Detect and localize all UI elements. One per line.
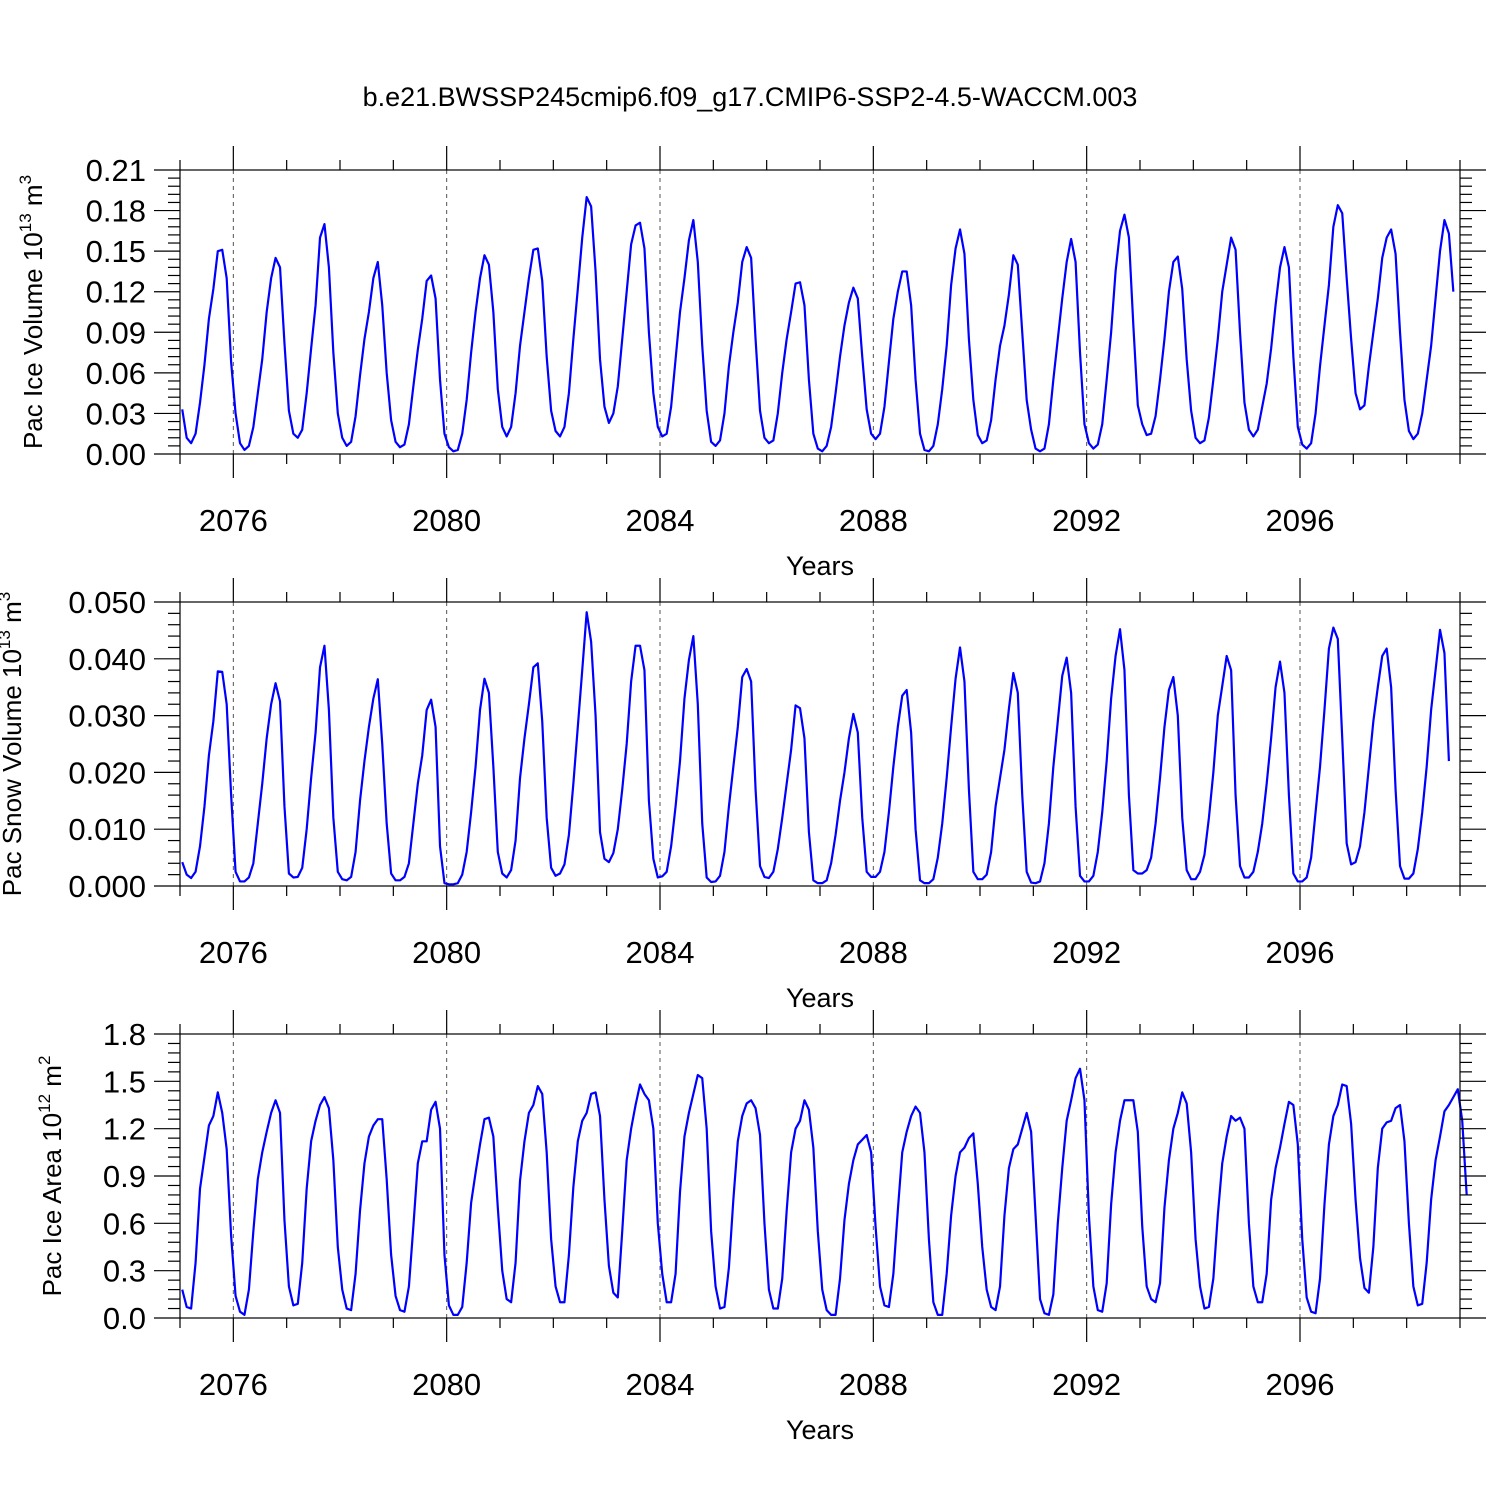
y-tick-label: 1.8	[103, 1017, 146, 1052]
y-tick-label: 0.030	[68, 699, 146, 734]
y-tick-label: 0.3	[103, 1254, 146, 1289]
y-tick-label: 0.00	[86, 437, 146, 472]
y-tick-label: 0.15	[86, 234, 146, 269]
x-tick-label: 2080	[412, 935, 481, 970]
series-line	[181, 195, 1455, 453]
y-tick-label: 1.5	[103, 1064, 146, 1099]
x-tick-label: 2080	[412, 1367, 481, 1402]
y-tick-label: 1.2	[103, 1112, 146, 1147]
y-axis-label: Pac Snow Volume 1013 m3	[0, 592, 27, 896]
y-tick-label: 0.12	[86, 275, 146, 310]
y-tick-label: 0.09	[86, 315, 146, 350]
series-line	[181, 611, 1451, 886]
series-line	[181, 1067, 1468, 1316]
x-tick-label: 2076	[199, 1367, 268, 1402]
y-tick-label: 0.050	[68, 585, 146, 620]
x-tick-label: 2076	[199, 503, 268, 538]
y-tick-label: 0.000	[68, 869, 146, 904]
x-tick-label: 2088	[839, 1367, 908, 1402]
y-axis-label: Pac Ice Area 1012 m2	[35, 1056, 67, 1297]
plot-frame	[179, 601, 1461, 887]
y-tick-label: 0.010	[68, 812, 146, 847]
y-tick-label: 0.9	[103, 1159, 146, 1194]
y-tick-label: 0.18	[86, 194, 146, 229]
panel-1: 2076 2080 2084 2088 2092 2096 Years 0.00 0.03 0.0…	[16, 146, 1486, 581]
x-axis-label: Years	[786, 983, 854, 1013]
x-tick-label: 2092	[1052, 503, 1121, 538]
y-tick-label: 0.21	[86, 153, 146, 188]
x-tick-label: 2084	[626, 503, 695, 538]
y-tick-label: 0.0	[103, 1301, 146, 1336]
x-tick-label: 2076	[199, 935, 268, 970]
panels: 2076 2080 2084 2088 2092 2096 Years 0.00 0.03 0.0…	[0, 146, 1486, 1445]
y-tick-label: 0.040	[68, 642, 146, 677]
x-tick-label: 2088	[839, 935, 908, 970]
y-tick-label: 0.06	[86, 356, 146, 391]
x-axis-label: Years	[786, 1415, 854, 1445]
panel-2: 2076 2080 2084 2088 2092 2096 Years 0.000 0.010 0…	[0, 578, 1486, 1013]
x-axis-label: Years	[786, 551, 854, 581]
x-tick-label: 2092	[1052, 1367, 1121, 1402]
y-tick-label: 0.020	[68, 755, 146, 790]
y-tick-label: 0.6	[103, 1206, 146, 1241]
x-tick-label: 2096	[1266, 1367, 1335, 1402]
x-tick-label: 2096	[1266, 935, 1335, 970]
panel-3: 2076 2080 2084 2088 2092 2096 Years 0.0 0.3 0.6 0.…	[35, 1010, 1486, 1445]
x-tick-label: 2096	[1266, 503, 1335, 538]
plot-frame	[179, 1033, 1461, 1319]
x-tick-label: 2080	[412, 503, 481, 538]
x-tick-label: 2092	[1052, 935, 1121, 970]
x-tick-label: 2084	[626, 1367, 695, 1402]
x-tick-label: 2084	[626, 935, 695, 970]
x-tick-label: 2088	[839, 503, 908, 538]
y-tick-label: 0.03	[86, 396, 146, 431]
figure-title: b.e21.BWSSP245cmip6.f09_g17.CMIP6-SSP2-4…	[363, 82, 1138, 112]
plot-frame	[179, 169, 1461, 455]
y-axis-label: Pac Ice Volume 1013 m3	[16, 175, 48, 449]
